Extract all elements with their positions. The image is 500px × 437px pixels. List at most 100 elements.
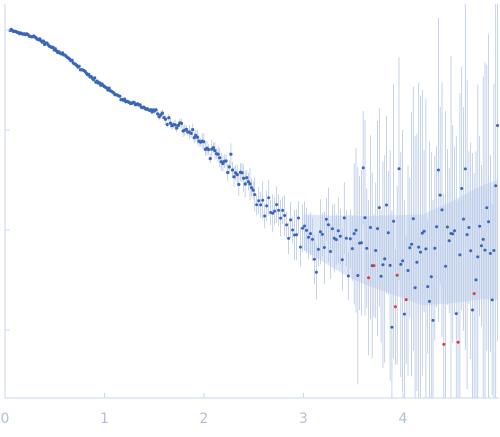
data-point xyxy=(342,216,346,220)
data-point xyxy=(263,214,267,218)
data-point xyxy=(392,219,396,223)
x-tick-labels: 0 1 2 3 4 xyxy=(1,411,408,427)
data-point xyxy=(476,255,480,259)
data-point xyxy=(359,241,363,245)
data-point xyxy=(279,216,283,220)
data-point xyxy=(465,233,469,237)
data-point xyxy=(433,246,437,250)
data-point xyxy=(118,94,122,98)
data-point xyxy=(189,131,193,135)
data-point xyxy=(381,263,385,267)
data-point xyxy=(307,235,310,239)
data-point xyxy=(311,237,314,241)
data-point xyxy=(379,274,383,278)
data-point xyxy=(424,247,428,251)
data-point xyxy=(328,250,332,253)
data-point xyxy=(413,286,417,290)
data-point xyxy=(492,249,496,252)
outlier-data-point xyxy=(472,292,476,296)
data-point xyxy=(460,187,464,190)
data-point xyxy=(257,199,261,203)
data-point xyxy=(431,318,435,322)
data-point xyxy=(299,245,302,249)
data-point xyxy=(259,203,263,207)
data-point xyxy=(363,216,367,220)
outlier-data-point xyxy=(395,273,399,277)
data-point xyxy=(229,152,233,156)
data-point xyxy=(365,246,369,250)
data-point xyxy=(160,111,164,115)
data-point xyxy=(354,228,358,232)
data-point xyxy=(246,180,250,184)
data-point xyxy=(334,238,338,242)
data-point xyxy=(453,229,456,233)
data-point xyxy=(316,247,320,251)
data-point xyxy=(374,249,378,252)
data-point xyxy=(232,175,236,179)
data-point xyxy=(410,242,414,246)
data-point xyxy=(271,211,275,215)
data-point xyxy=(211,146,215,150)
data-point xyxy=(281,208,285,212)
data-point xyxy=(350,247,354,251)
data-point xyxy=(77,64,81,68)
outlier-data-point xyxy=(442,342,446,346)
data-point xyxy=(97,81,102,85)
data-point xyxy=(406,269,410,272)
data-point xyxy=(496,124,499,127)
data-point xyxy=(297,216,300,220)
data-point xyxy=(338,234,342,238)
data-point xyxy=(490,298,494,302)
data-point xyxy=(255,203,259,207)
data-point xyxy=(285,223,289,227)
data-point xyxy=(237,182,241,187)
data-point xyxy=(314,270,318,274)
data-point xyxy=(251,188,255,192)
data-point xyxy=(436,168,440,172)
data-point xyxy=(326,223,330,227)
data-point xyxy=(195,135,199,139)
data-point xyxy=(390,325,394,329)
data-point xyxy=(305,228,308,232)
data-point xyxy=(346,274,350,278)
data-point xyxy=(250,186,254,190)
data-point xyxy=(368,226,372,229)
data-point xyxy=(385,203,388,207)
data-point xyxy=(474,278,478,282)
data-point xyxy=(240,171,244,175)
data-point xyxy=(462,217,465,221)
data-point xyxy=(93,76,97,80)
data-point xyxy=(483,248,487,252)
data-point xyxy=(478,224,482,228)
data-point xyxy=(213,149,217,153)
data-point xyxy=(471,308,474,312)
data-point xyxy=(399,262,403,266)
data-point xyxy=(164,117,168,121)
data-point xyxy=(267,196,271,200)
data-point xyxy=(340,258,344,262)
data-point xyxy=(458,253,462,257)
data-point xyxy=(41,39,46,43)
x-tick-label: 4 xyxy=(399,411,408,427)
data-point xyxy=(324,217,328,221)
data-point xyxy=(273,209,277,213)
data-point xyxy=(320,232,324,236)
data-point xyxy=(415,260,419,264)
data-point xyxy=(494,184,498,188)
data-points xyxy=(8,27,499,346)
data-point xyxy=(377,206,381,210)
data-point xyxy=(481,237,485,241)
data-point xyxy=(463,167,467,171)
data-point xyxy=(221,161,225,166)
data-point xyxy=(218,156,222,160)
data-point xyxy=(488,251,492,255)
data-point xyxy=(386,231,390,235)
data-point xyxy=(191,128,195,132)
data-point xyxy=(322,246,326,249)
data-point xyxy=(167,116,171,120)
data-point xyxy=(226,170,230,175)
data-point xyxy=(438,193,442,197)
data-point xyxy=(336,229,340,233)
data-point xyxy=(330,227,334,231)
